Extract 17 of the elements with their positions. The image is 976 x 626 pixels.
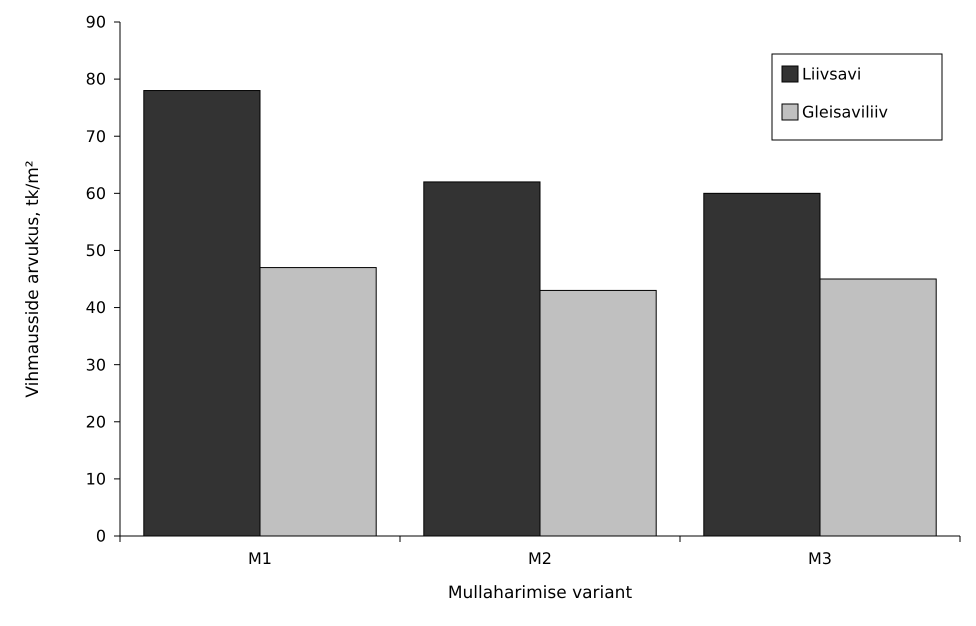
x-axis-title: Mullaharimise variant	[448, 583, 632, 603]
legend-label: Gleisaviliiv	[802, 102, 888, 122]
y-tick-label: 70	[86, 126, 106, 146]
legend-label: Liivsavi	[802, 64, 862, 84]
y-tick-label: 50	[86, 241, 106, 260]
y-tick-label: 30	[86, 355, 106, 374]
y-tick-label: 80	[86, 70, 106, 89]
y-tick-label: 10	[86, 469, 106, 488]
x-tick-label: M3	[808, 549, 832, 568]
y-axis-title: Vihmausside arvukus, tk/m²	[23, 160, 43, 398]
y-tick-label: 90	[86, 12, 106, 32]
y-tick-label: 0	[96, 526, 106, 546]
y-tick-label: 60	[86, 184, 106, 203]
x-tick-label: M2	[528, 549, 552, 568]
y-tick-label: 20	[86, 412, 106, 432]
x-tick-label: M1	[248, 549, 272, 568]
y-tick-label: 40	[86, 298, 106, 318]
